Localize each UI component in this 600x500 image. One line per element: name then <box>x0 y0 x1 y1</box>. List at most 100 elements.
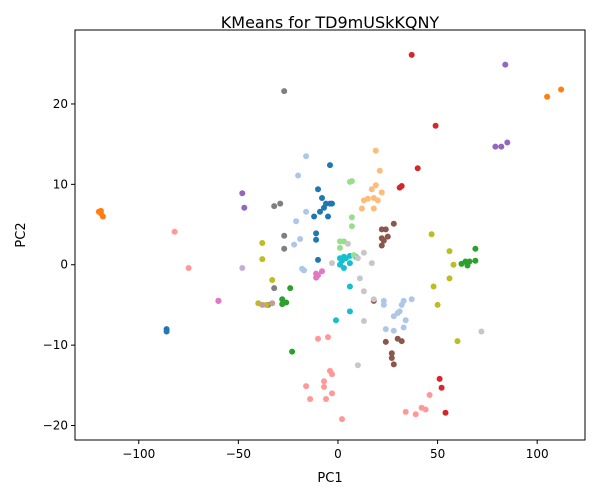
cluster-5-point-6 <box>384 233 391 240</box>
cluster-0-point-1 <box>163 328 170 335</box>
y-axis-label: PC2 <box>14 222 29 247</box>
x-axis-label: PC1 <box>317 471 342 486</box>
cluster-0-point-10 <box>311 213 318 220</box>
cluster-3-point-7 <box>442 409 449 416</box>
cluster-12-point-7 <box>350 252 357 259</box>
cluster-3-point-1 <box>432 122 439 129</box>
cluster-8-point-8 <box>450 261 457 268</box>
cluster-0-point-2 <box>315 186 321 193</box>
cluster-8-point-11 <box>454 338 461 345</box>
cluster-9-point-5 <box>346 260 353 267</box>
cluster-5-point-2 <box>390 220 397 227</box>
cluster-12-point-2 <box>348 214 355 221</box>
cluster-5-point-5 <box>380 237 387 244</box>
cluster-14-point-1 <box>269 300 276 307</box>
cluster-12-point-6 <box>337 244 343 251</box>
cluster-8-point-6 <box>446 248 453 255</box>
cluster-2-point-3 <box>287 285 294 292</box>
cluster-0-point-13 <box>315 256 321 263</box>
cluster-0-point-14 <box>327 162 333 169</box>
cluster-13-point-1 <box>185 265 192 271</box>
cluster-2-point-9 <box>472 245 479 252</box>
cluster-11-point-6 <box>364 195 371 202</box>
cluster-7-point-2 <box>277 200 284 207</box>
cluster-13-point-7 <box>321 383 327 390</box>
cluster-10-point-17 <box>390 327 397 334</box>
cluster-10-point-1 <box>295 172 302 179</box>
cluster-5-point-9 <box>388 355 395 361</box>
cluster-16-point-8 <box>360 318 367 324</box>
y-tick-label: −10 <box>43 338 68 352</box>
cluster-8-point-5 <box>428 231 435 238</box>
cluster-13-point-3 <box>325 334 331 341</box>
cluster-0-point-11 <box>313 230 320 237</box>
cluster-10-point-7 <box>301 267 308 274</box>
cluster-4-point-1 <box>492 143 499 150</box>
y-tick-label: 20 <box>53 97 68 111</box>
cluster-0-point-3 <box>319 195 325 201</box>
cluster-7-point-4 <box>281 245 288 252</box>
cluster-8-point-2 <box>269 277 276 283</box>
cluster-11-point-4 <box>378 189 385 196</box>
cluster-2-point-10 <box>472 257 479 264</box>
cluster-8-point-0 <box>259 240 266 246</box>
cluster-13-point-14 <box>412 411 419 418</box>
cluster-10-point-18 <box>400 324 407 331</box>
cluster-16-point-4 <box>368 260 375 267</box>
cluster-4-point-6 <box>241 204 248 211</box>
cluster-0-point-9 <box>317 208 323 215</box>
cluster-16-point-9 <box>354 362 361 369</box>
x-tick-label: −50 <box>226 447 251 461</box>
cluster-8-point-10 <box>434 301 441 308</box>
cluster-10-point-14 <box>398 301 405 308</box>
cluster-13-point-9 <box>329 371 335 378</box>
cluster-2-point-0 <box>279 296 286 303</box>
x-tick-label: −100 <box>122 447 155 461</box>
cluster-11-point-0 <box>372 147 379 154</box>
cluster-7-point-0 <box>281 88 288 95</box>
cluster-7-point-1 <box>271 203 278 210</box>
cluster-6-point-2 <box>313 274 320 281</box>
cluster-13-point-5 <box>307 396 314 402</box>
cluster-16-point-0 <box>329 260 335 267</box>
cluster-13-point-6 <box>321 378 327 385</box>
cluster-11-point-10 <box>370 205 377 212</box>
cluster-10-point-15 <box>408 296 415 303</box>
cluster-5-point-8 <box>388 350 395 357</box>
cluster-10-point-5 <box>291 241 298 248</box>
chart-title: KMeans for TD9mUSkKQNY <box>221 13 440 32</box>
cluster-10-point-9 <box>380 301 387 308</box>
cluster-5-point-7 <box>382 338 389 345</box>
data-points <box>95 51 565 423</box>
cluster-13-point-4 <box>303 383 310 390</box>
cluster-4-point-5 <box>239 190 246 197</box>
plot-frame <box>74 29 586 441</box>
cluster-7-point-5 <box>271 285 278 292</box>
cluster-10-point-4 <box>297 236 304 242</box>
cluster-1-point-4 <box>544 93 551 100</box>
cluster-16-point-3 <box>360 249 367 256</box>
y-tick-label: −20 <box>43 419 68 433</box>
cluster-9-point-11 <box>333 317 339 324</box>
cluster-16-point-6 <box>360 288 367 295</box>
cluster-11-point-3 <box>372 182 379 189</box>
cluster-4-point-3 <box>504 139 511 146</box>
cluster-3-point-4 <box>398 183 405 189</box>
cluster-10-point-0 <box>303 153 310 160</box>
cluster-1-point-3 <box>97 210 104 217</box>
cluster-16-point-5 <box>356 275 363 282</box>
cluster-12-point-3 <box>348 223 355 230</box>
cluster-2-point-8 <box>464 262 471 269</box>
cluster-13-point-0 <box>171 228 178 235</box>
cluster-4-point-0 <box>502 61 509 68</box>
cluster-9-point-9 <box>346 283 353 290</box>
cluster-6-point-4 <box>215 297 222 304</box>
cluster-1-point-5 <box>558 86 565 93</box>
cluster-10-point-16 <box>402 317 409 324</box>
cluster-16-point-10 <box>478 328 485 335</box>
cluster-5-point-1 <box>382 226 389 233</box>
x-tick-label: 0 <box>334 447 342 461</box>
cluster-5-point-4 <box>378 242 385 249</box>
